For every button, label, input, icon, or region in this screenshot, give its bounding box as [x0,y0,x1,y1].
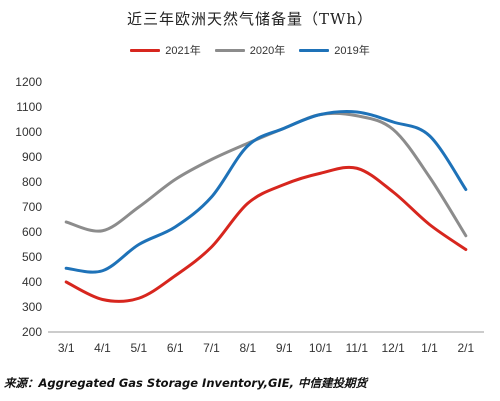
x-tick-label: 2/1 [457,341,474,355]
y-axis-ticks: 200 300 400 500 600 700 800 900 1000 1100 1200 [15,75,42,339]
y-tick-label: 1200 [15,75,42,89]
y-tick-label: 700 [22,200,42,214]
chart-title: 近三年欧洲天然气储备量（TWh） [126,10,374,28]
y-tick-label: 800 [22,175,42,189]
y-tick-label: 900 [22,150,42,164]
x-tick-label: 9/1 [276,341,293,355]
x-tick-label: 11/1 [346,341,369,355]
chart-legend: 2021年 2020年 2019年 [0,42,500,58]
series-lines [64,109,468,303]
legend-item-2021: 2021年 [130,42,201,58]
y-tick-label: 400 [22,275,42,289]
y-tick-label: 600 [22,225,42,239]
legend-label-2021: 2021年 [165,45,201,57]
series-line-2 [64,109,468,274]
x-tick-label: 8/1 [239,341,256,355]
series-line-1 [64,111,468,238]
x-tick-label: 3/1 [58,341,75,355]
x-tick-label: 6/1 [167,341,184,355]
y-tick-label: 1100 [16,100,42,114]
source-note: 来源：Aggregated Gas Storage Inventory,GIE,… [4,376,367,390]
x-tick-label: 12/1 [381,341,405,355]
legend-label-2019: 2019年 [334,45,370,57]
x-tick-label: 4/1 [94,341,111,355]
y-tick-label: 200 [22,325,42,339]
legend-swatch-2021 [130,48,161,52]
x-tick-label: 7/1 [203,341,220,355]
legend-swatch-2019 [299,48,330,52]
y-tick-label: 1000 [15,125,42,139]
x-tick-label: 10/1 [309,341,333,355]
x-tick-label: 5/1 [130,341,147,355]
x-tick-label: 1/1 [421,341,438,355]
legend-item-2020: 2020年 [214,42,286,58]
series-line-0 [64,165,468,303]
y-tick-label: 500 [22,250,42,264]
legend-label-2020: 2020年 [249,45,286,57]
legend-swatch-2020 [214,48,245,52]
legend-item-2019: 2019年 [299,42,370,58]
y-tick-label: 300 [22,300,42,314]
x-axis-ticks: 3/1 4/1 5/1 6/1 7/1 8/1 9/1 10/1 11/1 12/1 1/1 2/1 [58,341,475,355]
